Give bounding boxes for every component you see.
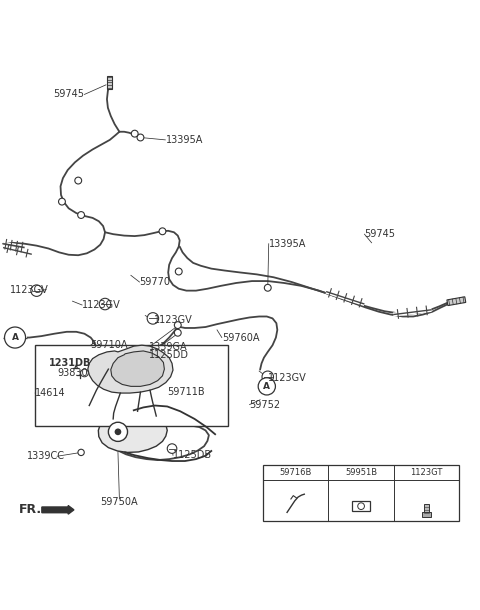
Text: 1125DD: 1125DD — [149, 350, 189, 360]
Text: FR.: FR. — [19, 503, 42, 516]
Text: 59745: 59745 — [364, 229, 396, 239]
Circle shape — [175, 268, 182, 275]
Text: A: A — [12, 333, 19, 342]
Text: 1231DB: 1231DB — [48, 359, 91, 368]
Text: 1123GT: 1123GT — [410, 468, 443, 477]
Bar — [352, 501, 370, 511]
Bar — [422, 512, 432, 517]
Circle shape — [174, 321, 181, 329]
Circle shape — [167, 444, 177, 453]
Circle shape — [59, 198, 65, 205]
Text: 1339CC: 1339CC — [27, 451, 65, 461]
Circle shape — [262, 371, 274, 382]
Text: 59745: 59745 — [53, 90, 84, 99]
Text: 59711B: 59711B — [167, 387, 205, 397]
Bar — [424, 504, 430, 514]
Text: 1339GA: 1339GA — [149, 342, 188, 352]
Text: 1123GV: 1123GV — [82, 300, 121, 310]
Circle shape — [147, 313, 158, 324]
Text: 59951B: 59951B — [345, 468, 377, 477]
Text: 1123GV: 1123GV — [154, 315, 192, 325]
Circle shape — [75, 177, 82, 184]
Circle shape — [358, 503, 364, 509]
Text: A: A — [264, 382, 270, 391]
Circle shape — [115, 428, 121, 435]
Text: 93830: 93830 — [57, 368, 88, 378]
Bar — [263, 465, 459, 522]
Circle shape — [132, 131, 138, 137]
Bar — [35, 345, 228, 426]
Circle shape — [99, 298, 111, 310]
FancyArrow shape — [42, 506, 74, 514]
Text: 13395A: 13395A — [166, 135, 203, 145]
Text: 59750A: 59750A — [101, 497, 138, 507]
Polygon shape — [111, 351, 164, 386]
Polygon shape — [108, 76, 112, 89]
Text: 59760A: 59760A — [222, 332, 259, 343]
Text: 59770: 59770 — [140, 277, 170, 287]
Polygon shape — [98, 411, 167, 453]
Circle shape — [78, 449, 84, 456]
Circle shape — [264, 284, 271, 291]
Circle shape — [108, 422, 128, 442]
Text: 1123GV: 1123GV — [10, 285, 49, 295]
Text: 14614: 14614 — [35, 388, 66, 398]
Circle shape — [137, 134, 144, 141]
Circle shape — [258, 378, 276, 395]
Circle shape — [81, 369, 88, 377]
Text: 59716B: 59716B — [279, 468, 312, 477]
Text: 59752: 59752 — [250, 400, 281, 409]
Polygon shape — [447, 296, 466, 306]
Text: 59710A: 59710A — [91, 340, 128, 350]
Text: 1123GV: 1123GV — [268, 373, 307, 382]
Circle shape — [159, 228, 166, 235]
Circle shape — [78, 212, 84, 218]
Circle shape — [4, 327, 25, 348]
Polygon shape — [88, 345, 173, 393]
Text: 1125DB: 1125DB — [173, 450, 212, 461]
Circle shape — [31, 285, 42, 296]
Circle shape — [174, 329, 181, 336]
Text: 13395A: 13395A — [269, 239, 306, 249]
